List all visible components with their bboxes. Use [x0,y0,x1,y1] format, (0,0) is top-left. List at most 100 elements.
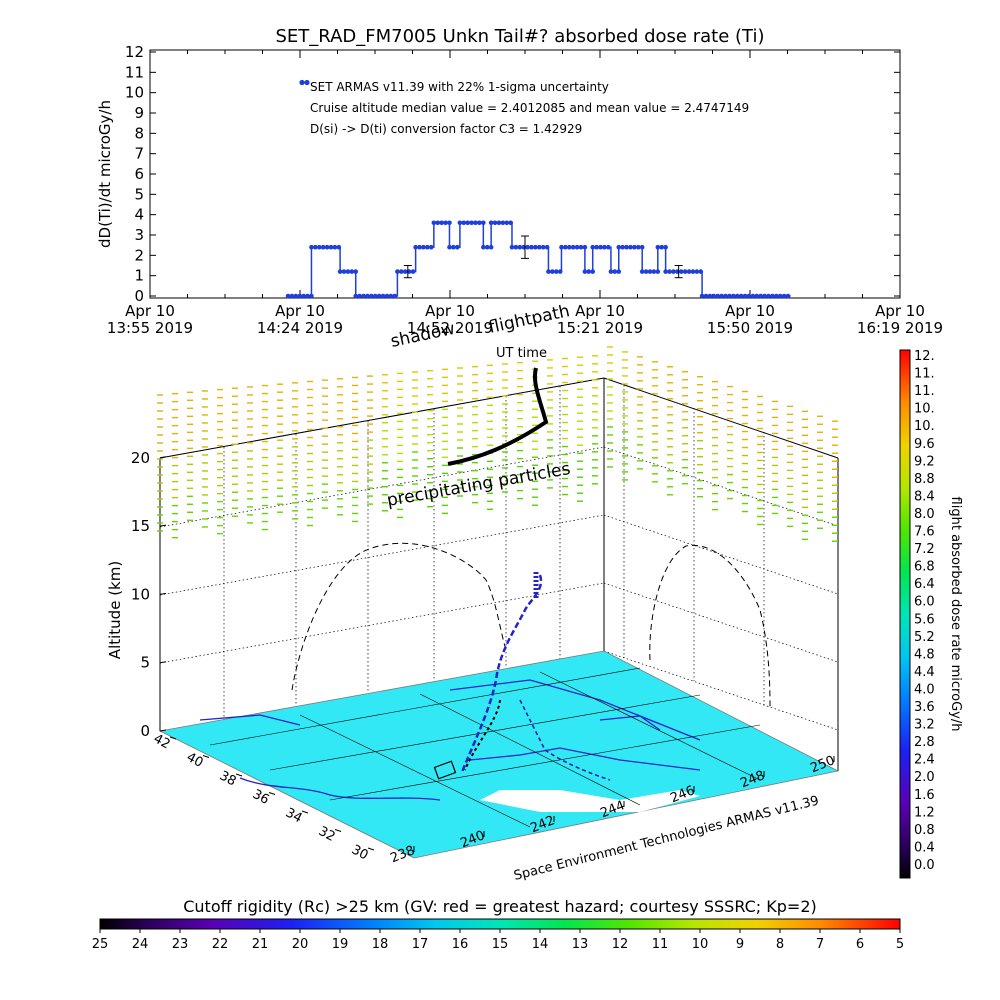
altitude-tick-label: 5 [140,654,150,672]
flightpath-shadow-top [447,367,549,466]
dose-rate-point [328,244,334,250]
latitude-tick [202,755,210,758]
dose-rate-point [425,244,430,250]
dose-rate-point [694,269,700,274]
dose-rate-point [509,244,515,250]
dose-rate-point [324,244,330,250]
dose-y-tick-label: 4 [134,206,144,224]
dose-rate-point [682,269,688,274]
dose-colorbar-label: 10. [914,402,935,417]
dose-rate-point [361,293,366,299]
dose-rate-point [293,293,299,299]
annotation-uncertainty: SET ARMAS v11.39 with 22% 1-sigma uncert… [310,80,609,94]
dose-colorbar-label: 5.2 [914,630,935,645]
dose-rate-point [663,244,668,250]
dose-colorbar-label: 11. [914,367,935,382]
dose-rate-point [578,244,584,250]
precipitating-label: precipitating particles [385,459,572,511]
dose-rate-point [461,220,467,226]
dose-colorbar-label: 1.2 [914,805,935,820]
dose-rate-point [428,244,434,250]
dose-rate-point [435,220,441,226]
dose-rate-point [754,293,760,299]
dose-colorbar-label: 0.0 [914,858,935,873]
dose-rate-point [770,293,775,299]
dose-rate-point [667,269,672,274]
ocean-area [480,790,700,812]
altitude-tick [159,456,167,459]
dose-rate-point [421,244,426,250]
dose-rate-point [392,293,398,299]
dose-rate-point [766,293,771,299]
dose-rate-point [686,269,692,274]
dose-rate-point [699,293,705,299]
dose-rate-point [447,220,452,226]
latitude-tick-label: 38 [217,768,239,789]
dose-x-tick-label: Apr 10 [575,302,625,320]
dose-rate-point [417,244,422,250]
rigidity-colorbar-label: 24 [132,937,149,952]
dose-colorbar-label: 2.4 [914,753,935,768]
dose-x-tick-label: 14:24 2019 [257,319,343,337]
dose-rate-point [353,269,359,274]
rigidity-colorbar-labels: 25 24 23 22 21 20 19 18 17 16 15 14 13 12 11 10 9 8 7 6 5 [92,929,904,952]
dose-colorbar-label: 0.4 [914,840,935,855]
dose-rate-point [451,244,456,250]
dose-rate-point [540,244,546,250]
dose-x-tick-label: Apr 10 [725,302,775,320]
dose-rate-point [525,244,530,250]
dose-rate-point [402,269,408,274]
dose-colorbar-label: 6.0 [914,595,935,610]
rigidity-colorbar-label: 5 [896,937,904,952]
legend-marker [299,79,305,86]
dose-rate-point [337,269,343,274]
annotation-conversion-factor: D(si) -> D(ti) conversion factor C3 = 1.… [310,122,582,136]
dose-rate-point [723,293,728,299]
back-wall-grid [159,377,839,731]
latitude-tick-label: 32 [316,824,338,845]
dose-rate-point [484,244,490,250]
rigidity-colorbar-label: 16 [452,937,469,952]
latitude-tick [334,829,342,832]
latitude-tick [235,773,243,777]
dose-rate-point [365,293,370,299]
rigidity-colorbar-label: 22 [212,937,229,952]
dose-legend: SET ARMAS v11.39 with 22% 1-sigma uncert… [299,79,749,136]
map-gridlines [209,667,761,828]
dose-rate-point [488,220,494,226]
dose-colorbar-gradient [899,349,911,879]
altitude-tick [159,729,167,732]
ut-time-label: UT time [496,346,547,361]
dose-rate-point [496,220,502,226]
dose-rate-point [289,293,295,299]
dose-colorbar-label: 7.6 [914,525,935,540]
dose-rate-point [410,269,416,274]
dose-rate-point [473,220,478,226]
dose-rate-point [738,293,744,299]
dose-rate-point [353,293,359,299]
rigidity-colorbar-gradient [99,918,901,930]
dose-rate-point [492,220,498,226]
dose-rate-point [678,269,684,274]
dose-rate-point [651,269,657,274]
dose-rate-point [349,269,355,274]
dose-error-bars [403,235,683,279]
dose-rate-point [590,244,596,250]
legend-marker [304,79,310,86]
dose-rate-point [457,220,463,226]
dose-colorbar: 12. 11. 11. 10. 10. 9.6 9.2 8.8 8.4 8.0 7.6 7.2 6.8 6… [899,349,963,879]
dose-rate-point [639,244,645,250]
dose-rate-point [582,244,588,250]
dose-rate-point [715,293,721,299]
altitude-ticks: 0 5 10 15 20 [131,449,167,740]
altitude-tick-label: 20 [131,449,150,467]
dose-rate-point [602,244,607,250]
dose-rate-point [643,269,649,274]
dose-y-tick-label: 12 [125,43,144,61]
shadow-path-side [649,544,771,711]
dose-colorbar-label: 1.6 [914,788,935,803]
dose-rate-point [500,220,506,226]
dose-rate-point [372,293,378,299]
altitude-tick [159,524,167,527]
